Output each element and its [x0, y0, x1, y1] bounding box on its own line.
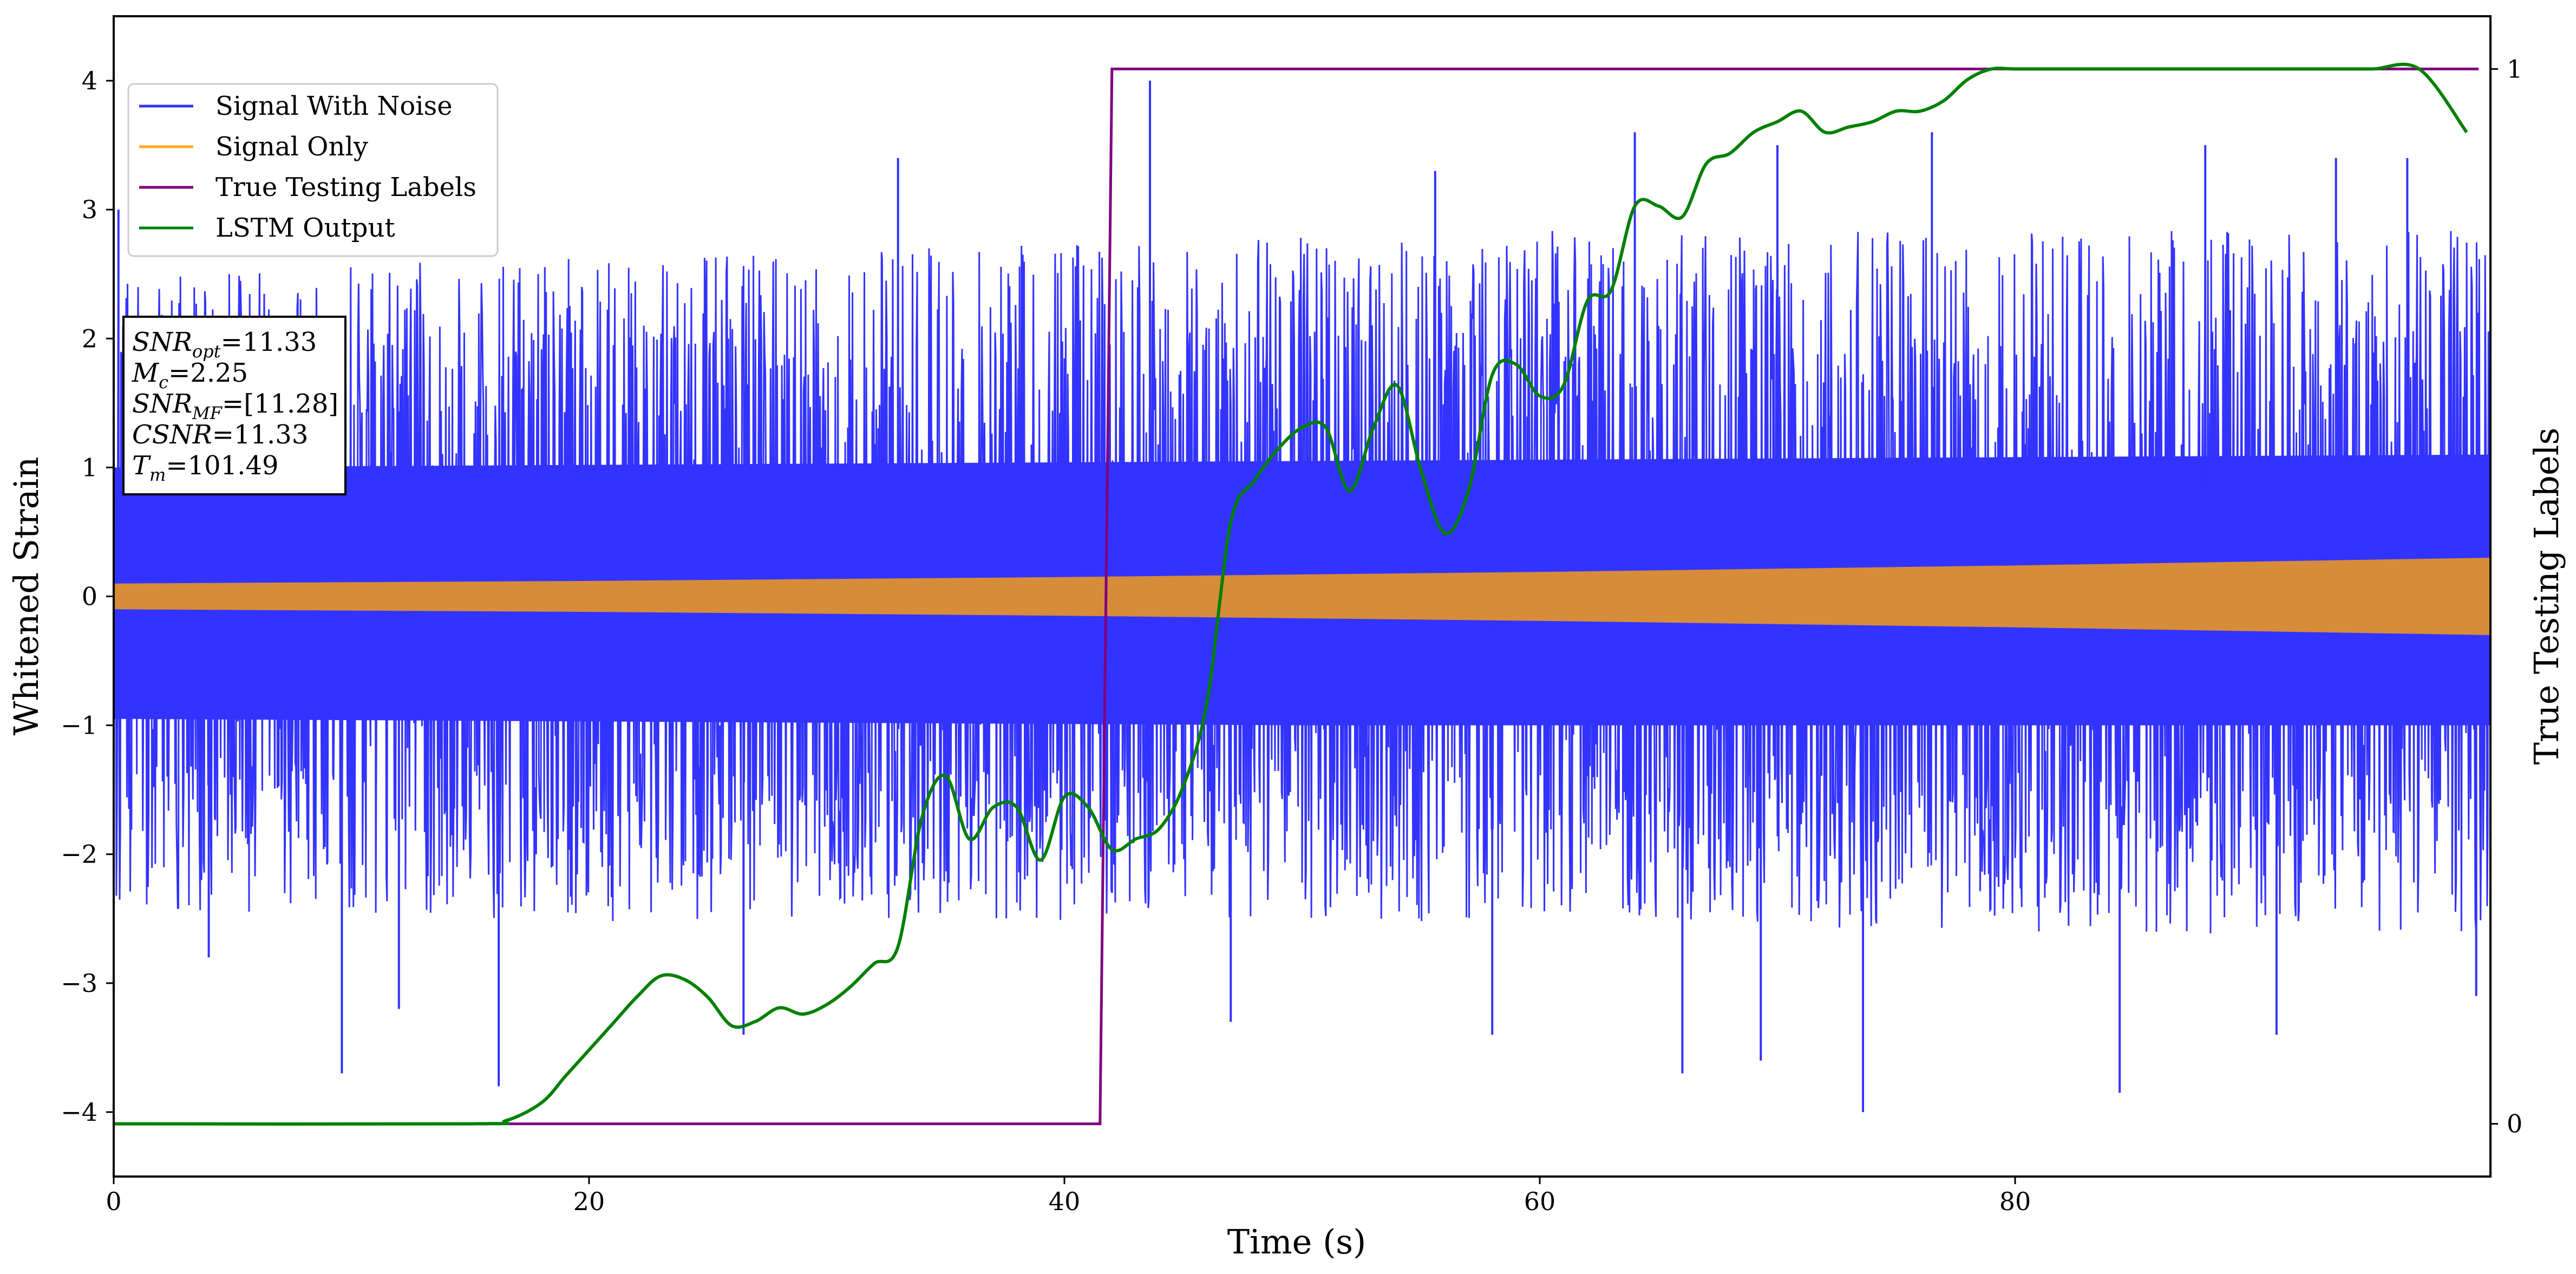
- legend-label-lstm-output: LSTM Output: [215, 213, 395, 243]
- legend-label-true-testing-labels: True Testing Labels: [215, 172, 476, 202]
- signal-only-band: [114, 558, 2490, 635]
- param-snr-mf: SNRMF=[11.28]: [132, 389, 338, 423]
- x-tick-label: 80: [1999, 1187, 2031, 1216]
- x-tick-label: 0: [106, 1187, 121, 1216]
- y-tick-label: −3: [61, 969, 97, 998]
- true-testing-labels-line: [114, 67, 2479, 1126]
- legend: Signal With Noise Signal Only True Testi…: [127, 83, 499, 257]
- param-tm: Tm=101.49: [132, 450, 279, 485]
- parameter-annotation: SNRopt=11.33 Mc=2.25 SNRMF=[11.28] CSNR=…: [122, 316, 346, 495]
- param-mc: Mc=2.25: [132, 358, 248, 393]
- lstm-output-line: [114, 62, 2468, 1126]
- y-tick-label: 0: [82, 582, 97, 611]
- y-tick-label: 3: [82, 195, 97, 224]
- y2-tick-label: 0: [2507, 1109, 2522, 1139]
- y2-axis-title: True Testing Labels: [2527, 428, 2566, 765]
- y2-tick-label: 1: [2507, 54, 2522, 83]
- noise-trace: [114, 231, 2490, 933]
- y-axis-ticks: −4 −3 −2 −1 0 1 2 3 4: [61, 66, 114, 1127]
- x-tick-label: 20: [573, 1187, 605, 1216]
- y-tick-label: 4: [82, 66, 97, 95]
- x-axis-ticks: 0 20 40 60 80: [106, 1177, 2031, 1216]
- lstm-output-layer: [114, 62, 2468, 1126]
- y-tick-label: 2: [82, 324, 97, 353]
- legend-label-signal-only: Signal Only: [215, 132, 368, 162]
- y-tick-label: −4: [61, 1097, 97, 1127]
- y-axis-title: Whitened Strain: [6, 457, 46, 736]
- legend-label-signal-with-noise: Signal With Noise: [215, 91, 453, 121]
- true-testing-labels-layer: [114, 67, 2479, 1126]
- param-snr-opt: SNRopt=11.33: [132, 327, 317, 362]
- param-csnr: CSNR=11.33: [132, 420, 308, 450]
- y-tick-label: 1: [82, 453, 97, 482]
- parameter-box: [122, 316, 346, 495]
- x-tick-label: 60: [1524, 1187, 1556, 1216]
- legend-box: [127, 83, 499, 257]
- signal-only-layer: [114, 558, 2490, 635]
- y2-axis-ticks: 01: [2490, 54, 2522, 1139]
- x-tick-label: 40: [1049, 1187, 1081, 1216]
- y-tick-label: −1: [61, 711, 97, 740]
- y-tick-label: −2: [61, 840, 97, 869]
- x-axis-title: Time (s): [1227, 1222, 1367, 1262]
